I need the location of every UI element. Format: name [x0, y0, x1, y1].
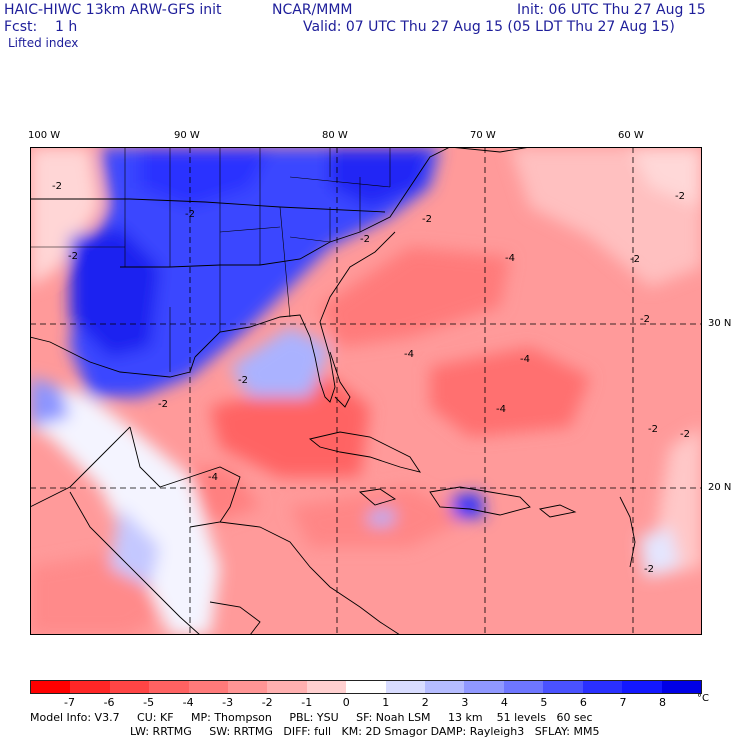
contour-label: -2	[640, 314, 650, 325]
colorbar-tick-label: 6	[579, 696, 587, 709]
model-title: HAIC-HIWC 13km ARW-GFS init	[4, 2, 222, 18]
field-name: Lifted index	[8, 36, 79, 50]
colorbar-tick-label: -1	[301, 696, 313, 709]
state-borders	[30, 147, 391, 372]
contour-label: -2	[360, 234, 370, 245]
colorbar-tick-label: 4	[500, 696, 508, 709]
contour-label: -4	[520, 354, 530, 365]
model-info-line2: LW: RRTMG SW: RRTMG DIFF: full KM: 2D Sm…	[130, 725, 600, 738]
colorbar-tick-label: 5	[540, 696, 548, 709]
lon-label-60w: 60 W	[618, 130, 644, 141]
contour-label: -2	[648, 424, 658, 435]
org-label: NCAR/MMM	[272, 2, 353, 18]
colorbar-tick-label: 8	[658, 696, 666, 709]
colorbar-tick-label: -4	[182, 696, 194, 709]
colorbar-swatch	[306, 681, 347, 693]
colorbar	[30, 680, 702, 694]
lon-label-90w: 90 W	[174, 130, 200, 141]
colorbar-swatch	[425, 681, 465, 693]
contour-label: -2	[644, 564, 654, 575]
lon-label-100w: 100 W	[28, 130, 61, 141]
colorbar-tick-label: -7	[64, 696, 75, 709]
contour-label: -2	[238, 375, 248, 386]
colorbar-swatch	[346, 681, 386, 693]
contour-label: -2	[185, 209, 195, 220]
colorbar-swatch	[582, 681, 623, 693]
colorbar-tick-label: 0	[342, 696, 350, 709]
colorbar-tick-label: 2	[421, 696, 429, 709]
colorbar-swatch	[188, 681, 229, 693]
field-shading	[30, 147, 702, 635]
colorbar-tick-label: 1	[382, 696, 390, 709]
colorbar-swatch	[543, 681, 583, 693]
contour-label: -2	[630, 254, 640, 265]
contour-label: -2	[680, 429, 690, 440]
colorbar-swatch	[228, 681, 268, 693]
colorbar-swatch	[31, 681, 71, 693]
contour-label: -2	[422, 214, 432, 225]
contour-label: -4	[404, 349, 414, 360]
contour-label: -4	[208, 472, 218, 483]
lat-label-30n: 30 N	[708, 318, 732, 329]
contour-label: -2	[52, 181, 62, 192]
contour-label: -4	[496, 404, 506, 415]
colorbar-swatch	[109, 681, 150, 693]
colorbar-swatch	[385, 681, 426, 693]
colorbar-swatch	[503, 681, 544, 693]
contour-label: -2	[158, 399, 168, 410]
map-frame	[30, 147, 702, 635]
colorbar-swatch	[464, 681, 504, 693]
lon-label-70w: 70 W	[470, 130, 496, 141]
colorbar-swatch	[267, 681, 307, 693]
model-info-line1: Model Info: V3.7 CU: KF MP: Thompson PBL…	[30, 711, 593, 724]
contour-label: -2	[68, 251, 78, 262]
colorbar-swatch	[622, 681, 662, 693]
colorbar-tick-label: 7	[619, 696, 627, 709]
colorbar-tick-label: -2	[261, 696, 273, 709]
contour-label: -4	[505, 253, 515, 264]
colorbar-swatch	[70, 681, 110, 693]
contour-label: -2	[675, 191, 685, 202]
colorbar-tick-label: -3	[222, 696, 234, 709]
forecast-hour: Fcst: 1 h	[4, 19, 78, 35]
colorbar-tick-label: -5	[143, 696, 155, 709]
lifted-index-map: -2 -2 -2 -2 -4 -2 -4 -4 -4 -2 -2 -2 -2 -2 -4 -2 -2 -2	[30, 147, 702, 635]
colorbar-swatch	[149, 681, 189, 693]
colorbar-tick-label: -6	[103, 696, 115, 709]
init-time: Init: 06 UTC Thu 27 Aug 15	[517, 2, 706, 18]
lat-lon-grid	[30, 147, 702, 635]
lat-label-20n: 20 N	[708, 482, 732, 493]
valid-time: Valid: 07 UTC Thu 27 Aug 15 (05 LDT Thu …	[303, 19, 675, 35]
colorbar-unit: °C	[697, 693, 709, 704]
colorbar-tick-label: 3	[461, 696, 469, 709]
colorbar-swatch	[661, 681, 701, 693]
lon-label-80w: 80 W	[322, 130, 348, 141]
